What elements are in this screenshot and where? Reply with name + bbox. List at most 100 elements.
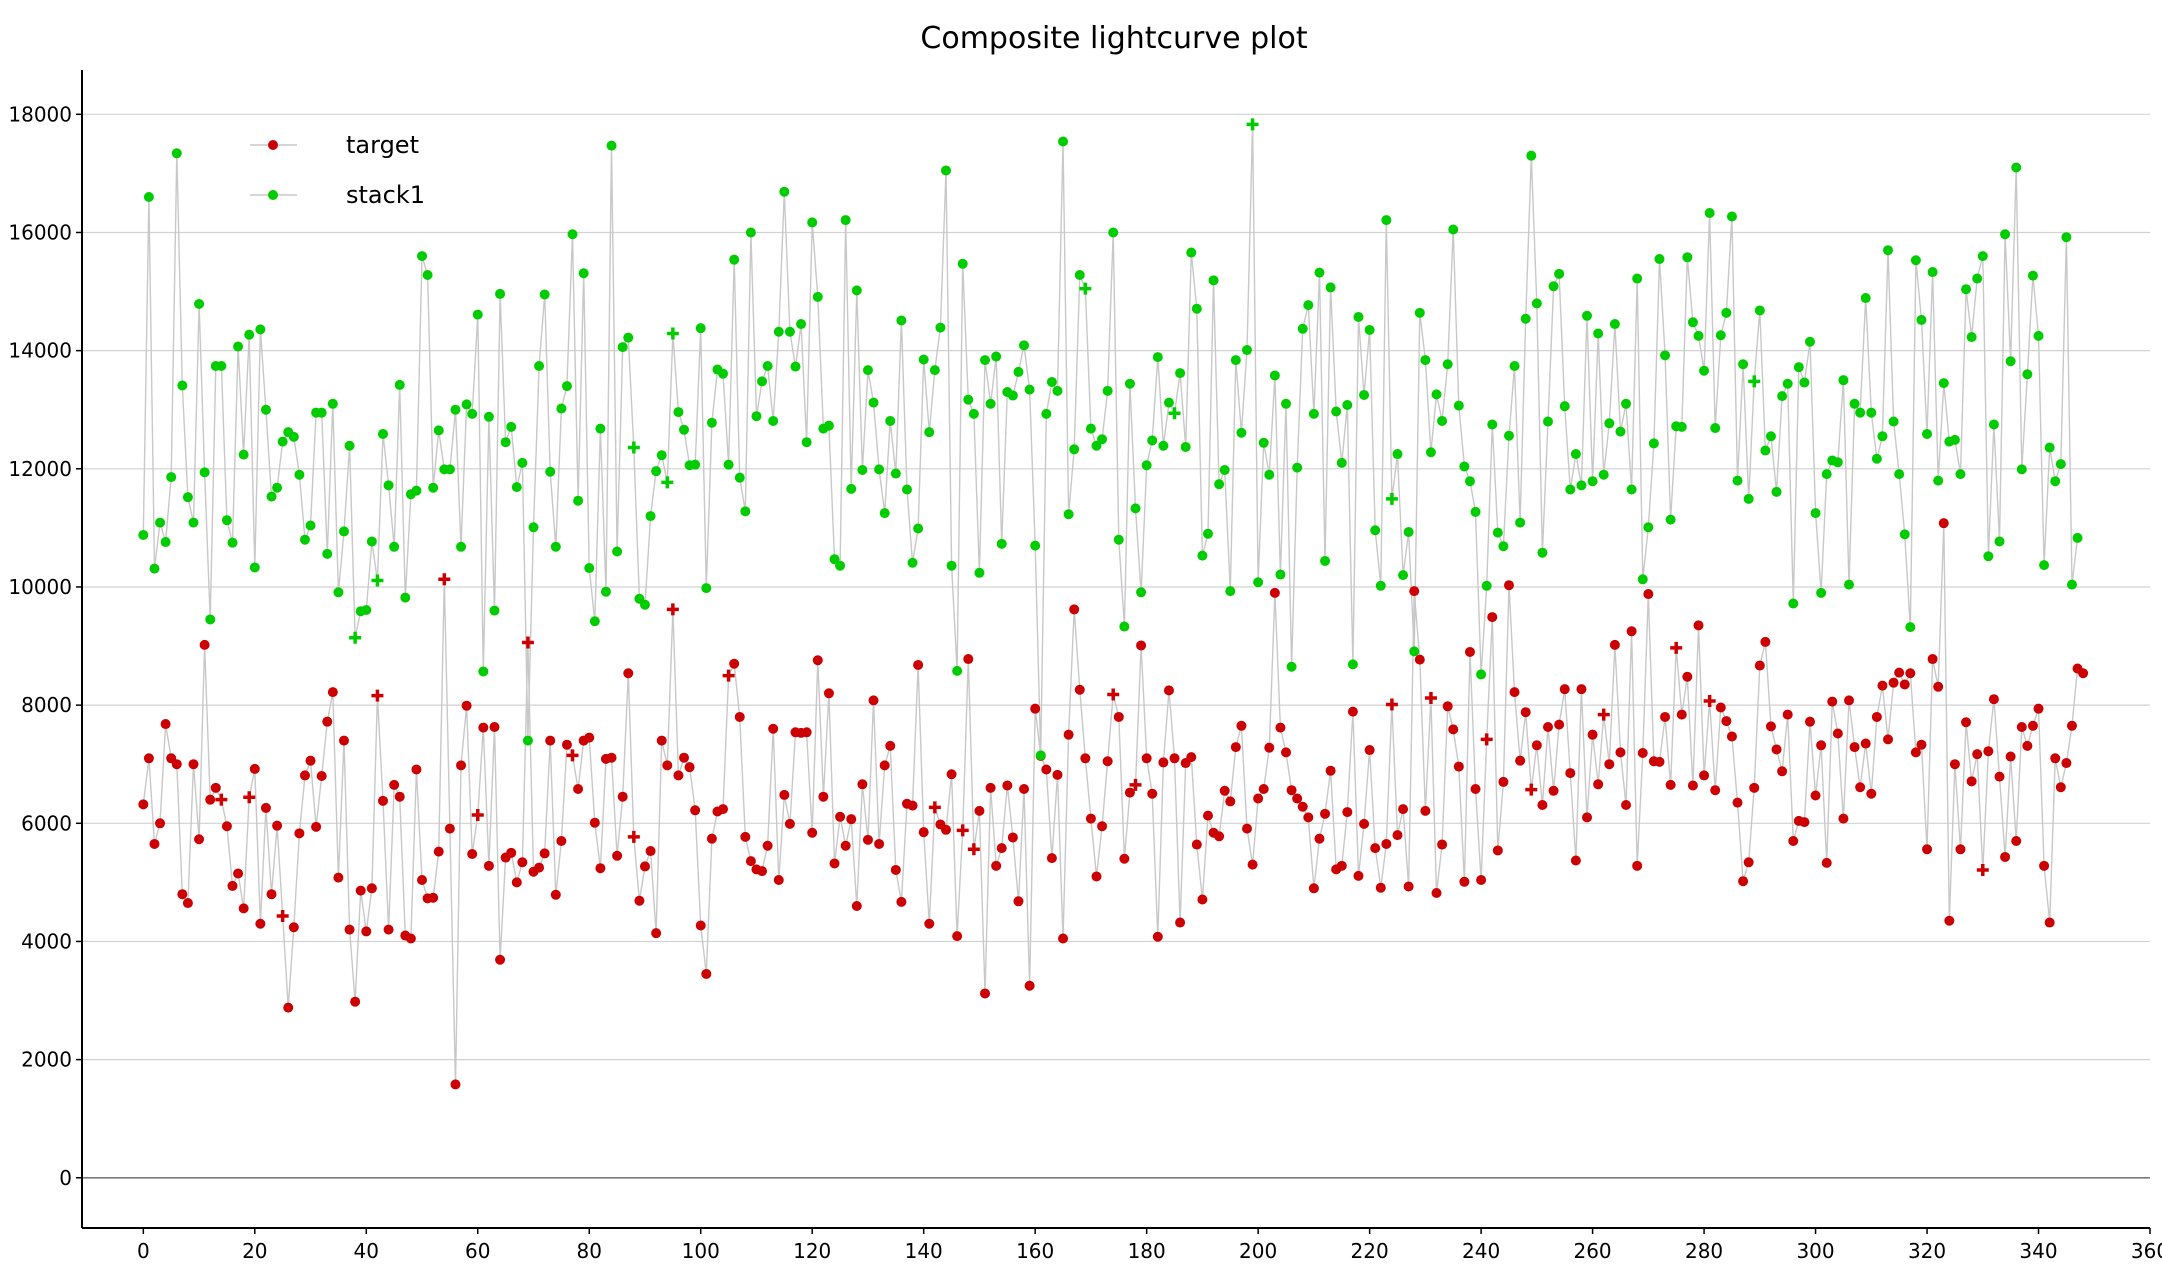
data-point bbox=[456, 541, 467, 552]
data-point bbox=[1186, 247, 1197, 258]
y-tick-label: 6000 bbox=[21, 811, 72, 835]
data-point bbox=[623, 668, 634, 679]
data-point bbox=[366, 536, 377, 547]
data-point bbox=[1013, 896, 1024, 907]
data-point bbox=[1158, 440, 1169, 451]
data-point bbox=[199, 467, 210, 478]
data-point bbox=[1342, 399, 1353, 410]
data-point bbox=[952, 665, 963, 676]
data-point bbox=[1136, 640, 1147, 651]
data-point bbox=[1855, 782, 1866, 793]
data-point bbox=[1241, 823, 1252, 834]
data-point bbox=[138, 529, 149, 540]
data-point bbox=[1676, 421, 1687, 432]
data-point bbox=[444, 464, 455, 475]
data-point bbox=[801, 727, 812, 738]
data-point bbox=[823, 688, 834, 699]
data-point bbox=[974, 805, 985, 816]
data-point bbox=[422, 270, 433, 281]
data-point bbox=[879, 760, 890, 771]
data-point bbox=[266, 889, 277, 900]
data-point bbox=[695, 323, 706, 334]
data-point bbox=[890, 468, 901, 479]
data-point bbox=[1838, 375, 1849, 386]
data-point bbox=[1643, 589, 1654, 600]
data-point bbox=[1336, 457, 1347, 468]
data-point bbox=[1743, 857, 1754, 868]
data-point bbox=[1487, 612, 1498, 623]
data-point bbox=[155, 818, 166, 829]
data-point bbox=[627, 441, 640, 454]
data-point bbox=[238, 449, 249, 460]
data-point bbox=[349, 631, 362, 644]
data-point bbox=[2066, 579, 2077, 590]
data-point bbox=[1492, 845, 1503, 856]
data-point bbox=[1972, 273, 1983, 284]
data-point bbox=[511, 482, 522, 493]
data-point bbox=[521, 636, 534, 649]
data-point bbox=[305, 755, 316, 766]
data-point bbox=[1565, 768, 1576, 779]
data-point bbox=[1459, 461, 1470, 472]
data-point bbox=[383, 924, 394, 935]
data-point bbox=[188, 759, 199, 770]
data-point bbox=[634, 895, 645, 906]
data-point bbox=[1827, 696, 1838, 707]
data-point bbox=[768, 415, 779, 426]
data-point bbox=[1191, 839, 1202, 850]
data-point bbox=[1782, 709, 1793, 720]
data-point bbox=[1448, 224, 1459, 235]
x-tick-label: 260 bbox=[1573, 1239, 1611, 1263]
data-point bbox=[829, 858, 840, 869]
data-point bbox=[1370, 843, 1381, 854]
data-point bbox=[1754, 305, 1765, 316]
data-point bbox=[2050, 476, 2061, 487]
data-point bbox=[645, 511, 656, 522]
data-point bbox=[2050, 753, 2061, 764]
data-point bbox=[1085, 423, 1096, 434]
data-point bbox=[1392, 449, 1403, 460]
y-tick-label: 12000 bbox=[8, 457, 72, 481]
data-point bbox=[1431, 888, 1442, 899]
data-point bbox=[928, 801, 941, 814]
x-tick-label: 40 bbox=[354, 1239, 379, 1263]
data-point bbox=[2044, 917, 2055, 928]
data-point bbox=[1453, 400, 1464, 411]
data-point bbox=[734, 711, 745, 722]
data-point bbox=[1710, 785, 1721, 796]
data-point bbox=[177, 380, 188, 391]
data-point bbox=[478, 666, 489, 677]
data-point bbox=[288, 431, 299, 442]
data-point bbox=[729, 254, 740, 265]
data-point bbox=[2027, 270, 2038, 281]
data-point bbox=[1988, 419, 1999, 430]
data-point bbox=[1949, 434, 1960, 445]
data-point bbox=[1816, 740, 1827, 751]
data-point bbox=[1353, 870, 1364, 881]
data-point bbox=[1593, 328, 1604, 339]
data-point bbox=[556, 836, 567, 847]
legend-marker bbox=[268, 190, 278, 200]
data-point bbox=[467, 849, 478, 860]
legend: target stack1 bbox=[250, 131, 425, 209]
series-markers-target bbox=[138, 518, 2089, 1090]
data-point bbox=[539, 848, 550, 859]
data-point bbox=[1275, 722, 1286, 733]
data-point bbox=[996, 538, 1007, 549]
data-point bbox=[2044, 442, 2055, 453]
data-point bbox=[1202, 528, 1213, 539]
data-point bbox=[896, 315, 907, 326]
data-point bbox=[1593, 779, 1604, 790]
data-point bbox=[1682, 252, 1693, 263]
data-point bbox=[1286, 661, 1297, 672]
data-point bbox=[996, 843, 1007, 854]
data-point bbox=[1480, 733, 1493, 746]
data-point bbox=[600, 586, 611, 597]
data-point bbox=[851, 285, 862, 296]
data-point bbox=[1609, 639, 1620, 650]
data-point bbox=[227, 880, 238, 891]
data-point bbox=[1582, 812, 1593, 823]
data-point bbox=[851, 901, 862, 912]
data-point bbox=[1281, 398, 1292, 409]
data-point bbox=[807, 217, 818, 228]
